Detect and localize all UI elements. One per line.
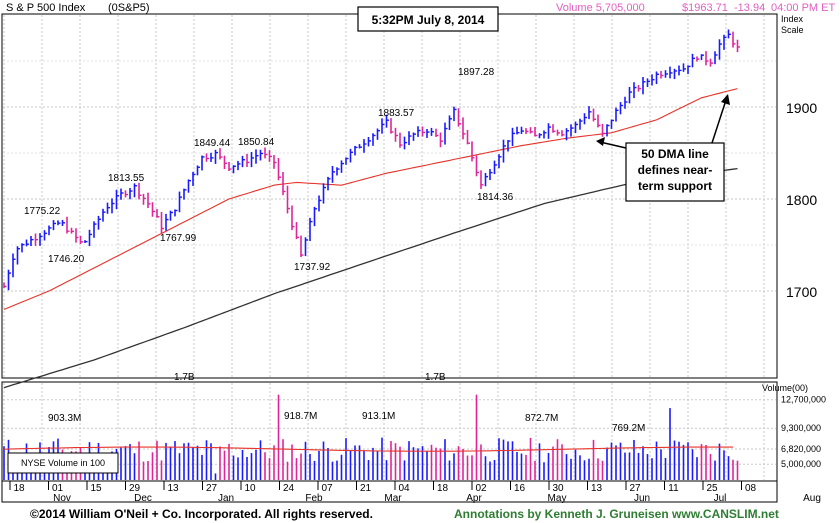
- footer-band: [0, 503, 840, 523]
- symbol: (0S&P5): [108, 2, 150, 14]
- index-scale-label-1: Index: [781, 14, 804, 24]
- x-axis-month: Apr: [466, 493, 482, 504]
- x-axis-label: 27: [629, 483, 641, 494]
- price-annotation: 1883.57: [378, 108, 415, 119]
- x-axis-label: 07: [321, 483, 333, 494]
- x-axis-month: Nov: [53, 493, 71, 504]
- x-axis-label: 11: [668, 483, 679, 494]
- dma200-path: [3, 167, 738, 389]
- volume-readout: Volume 5,705,000: [556, 2, 645, 14]
- x-axis-month: Jul: [714, 493, 727, 504]
- volume-annotation: 903.3M: [48, 413, 81, 424]
- price-bars: [3, 29, 740, 291]
- x-axis-label: 10: [244, 483, 256, 494]
- volume-axis-title: Volume(00): [762, 383, 808, 393]
- index-scale-label-2: Scale: [781, 25, 804, 35]
- footer-annotations: Annotations by Kenneth J. Gruneisen www.…: [454, 507, 779, 521]
- index-name: S & P 500 Index: [6, 2, 86, 14]
- x-axis-label: 08: [745, 483, 757, 494]
- price-annotation: 1737.92: [294, 262, 331, 273]
- x-axis-label: 30: [552, 483, 564, 494]
- x-axis-month: Jun: [634, 493, 650, 504]
- x-axis-label: 27: [206, 483, 218, 494]
- price-annotation: 1775.22: [24, 206, 61, 217]
- x-axis-label: 21: [360, 483, 372, 494]
- price-annotation: 1767.99: [160, 233, 197, 244]
- x-axis-label: 13: [167, 483, 179, 494]
- footer-copyright: ©2014 William O'Neil + Co. Incorporated.…: [30, 507, 373, 521]
- x-axis-label: 13: [591, 483, 603, 494]
- x-axis-label: 18: [437, 483, 449, 494]
- x-axis-month: May: [548, 493, 567, 504]
- x-axis-month: Aug: [803, 493, 821, 504]
- x-axis-label: 18: [13, 483, 25, 494]
- x-axis-month: Dec: [134, 493, 152, 504]
- volume-annotation: 1.7B: [425, 372, 446, 383]
- volume-axis-label: 9,300,000: [781, 423, 821, 433]
- volume-axis-label: 6,820,000: [781, 444, 821, 454]
- price-annotation: 1814.36: [477, 192, 514, 203]
- volume-annotation: 769.2M: [612, 423, 645, 434]
- x-axis-month: Feb: [305, 493, 323, 504]
- callout-arrowhead-up: [721, 94, 730, 105]
- timestamp-text: 5:32PM July 8, 2014: [372, 13, 485, 27]
- x-axis-label: 02: [475, 483, 487, 494]
- volume-annotation: 918.7M: [284, 411, 317, 422]
- x-axis-label: 01: [52, 483, 64, 494]
- x-axis-month: Mar: [384, 493, 402, 504]
- price-axis-label: 1700: [786, 284, 817, 300]
- timestamp-box: [357, 6, 499, 32]
- price-axis-labels: 1900 1800 1700: [786, 100, 817, 300]
- volume-axis-labels: 12,700,000 9,300,000 6,820,000 5,000,000: [781, 395, 826, 470]
- volume-axis-label: 5,000,000: [781, 459, 821, 469]
- dma200-line: [3, 167, 738, 389]
- volume-annotations: 903.3M 1.7B 918.7M 913.1M 1.7B 872.7M 769.2M: [48, 372, 645, 434]
- callout-line-3: term support: [638, 179, 712, 193]
- callout-line-1: 50 DMA line: [641, 147, 709, 161]
- price-axis-label: 1900: [786, 100, 817, 116]
- x-axis: 18 01 15 29 13 27 10 24 07 21 04 18 02 16 30 13 27 11 25 08…: [9, 481, 821, 504]
- change-readout: -13.94: [734, 2, 765, 14]
- volume-annotation: 872.7M: [525, 413, 558, 424]
- volume-annotation: 1.7B: [174, 372, 195, 383]
- x-axis-label: 16: [514, 483, 526, 494]
- callout-arrow-up: [711, 99, 727, 144]
- volume-legend: NYSE Volume in 100: [21, 458, 105, 468]
- volume-average-line: [3, 446, 733, 452]
- x-axis-label: 29: [129, 483, 141, 494]
- volume-legend-box: [7, 452, 119, 474]
- price-axis-label: 1800: [786, 192, 817, 208]
- x-axis-label: 24: [283, 483, 295, 494]
- x-axis-label: 25: [706, 483, 718, 494]
- price-annotations: 1775.22 1746.20 1813.55 1767.99 1849.44 1850.…: [24, 67, 514, 273]
- callout-arrowhead-left: [596, 137, 605, 146]
- volume-annotation: 913.1M: [362, 411, 395, 422]
- x-axis-label: 15: [90, 483, 102, 494]
- callout-arrow-left: [599, 141, 627, 149]
- price-readout: $1963.71: [682, 2, 728, 14]
- volume-axis-label: 12,700,000: [781, 395, 826, 405]
- price-annotation: 1850.84: [238, 137, 275, 148]
- callout-box: [625, 142, 725, 202]
- x-axis-band: [1, 480, 778, 503]
- dma50-path: [3, 88, 738, 310]
- time-readout: 04:00 PM ET: [771, 2, 835, 14]
- x-axis-label: 04: [398, 483, 410, 494]
- dma50-line: [3, 88, 738, 310]
- price-annotation: 1746.20: [48, 254, 85, 265]
- price-annotation: 1849.44: [194, 138, 231, 149]
- price-annotation: 1897.28: [458, 67, 495, 78]
- callout-line-2: defines near-: [638, 163, 713, 177]
- x-axis-month: Jan: [218, 493, 234, 504]
- volume-avg-path: [3, 446, 733, 452]
- price-annotation: 1813.55: [108, 173, 145, 184]
